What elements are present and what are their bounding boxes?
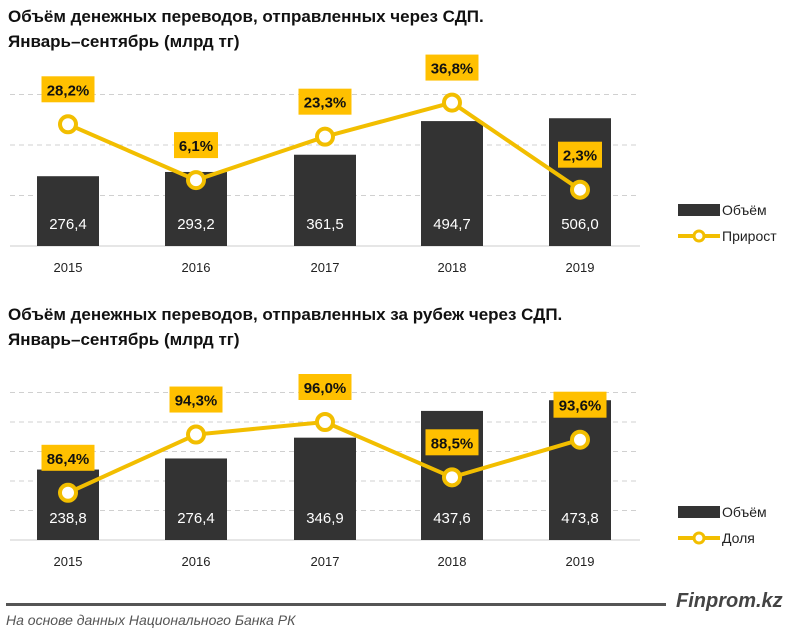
data-label: 36,8% xyxy=(431,61,474,78)
line-point-2015 xyxy=(58,482,78,503)
chart2-title: Объём денежных переводов, отправленных з… xyxy=(8,302,562,352)
line-point-2019 xyxy=(570,429,590,450)
data-label: 93,6% xyxy=(559,398,602,415)
legend-label: Доля xyxy=(722,530,755,546)
bar-2015 xyxy=(37,469,99,540)
x-tick-label: 2015 xyxy=(54,260,83,275)
legend-label: Объём xyxy=(722,504,767,520)
line-point-2019 xyxy=(570,179,590,200)
chart2-title-line1: Объём денежных переводов, отправленных з… xyxy=(8,305,563,324)
bar-label: 437,6 xyxy=(433,510,471,527)
line-point-2016 xyxy=(186,170,206,191)
chart1-title-line1: Объём денежных переводов, отправленных ч… xyxy=(8,7,484,26)
legend-marker xyxy=(692,531,706,545)
legend-marker xyxy=(692,229,706,243)
data-label: 6,1% xyxy=(179,138,213,155)
bar-label: 346,9 xyxy=(306,510,344,527)
data-label-box xyxy=(298,88,352,115)
brand-logo: Finprom.kz xyxy=(676,590,783,612)
line-point-2016 xyxy=(186,424,206,445)
bar-label: 473,8 xyxy=(561,510,599,527)
data-label: 88,5% xyxy=(431,435,474,452)
bar-label: 361,5 xyxy=(306,216,344,233)
legend-bar-swatch xyxy=(678,506,720,518)
legend-label: Прирост xyxy=(722,228,777,244)
line-point-2017 xyxy=(315,412,335,432)
data-label-box xyxy=(169,386,223,413)
data-label-box xyxy=(425,429,479,456)
x-tick-label: 2019 xyxy=(566,260,595,275)
x-tick-label: 2018 xyxy=(438,260,467,275)
legend-bar-swatch xyxy=(678,204,720,216)
data-label-box xyxy=(41,76,95,103)
line-point-2018 xyxy=(442,467,462,488)
data-label: 86,4% xyxy=(47,451,90,468)
data-label-box xyxy=(553,391,607,418)
bar-label: 276,4 xyxy=(49,216,87,233)
data-label: 23,3% xyxy=(304,95,347,112)
data-label-box xyxy=(425,54,479,81)
bar-2017 xyxy=(294,154,356,246)
line-point-2015 xyxy=(58,114,78,135)
data-label: 96,0% xyxy=(304,380,347,397)
x-tick-label: 2018 xyxy=(438,554,467,569)
data-label: 28,2% xyxy=(47,82,90,99)
bar-2019 xyxy=(549,400,611,540)
source-note: На основе данных Национального Банка РК xyxy=(6,612,296,628)
line-point-2018 xyxy=(442,92,462,113)
data-label: 94,3% xyxy=(175,393,218,410)
legend-label: Объём xyxy=(722,202,767,218)
x-tick-label: 2016 xyxy=(182,554,211,569)
chart2-title-line2: Январь–сентябрь (млрд тг) xyxy=(8,330,240,349)
x-tick-label: 2019 xyxy=(566,554,595,569)
bar-label: 276,4 xyxy=(177,510,215,527)
line-point-2017 xyxy=(315,126,335,147)
chart1-title-line2: Январь–сентябрь (млрд тг) xyxy=(8,32,240,51)
data-label-box xyxy=(558,141,602,168)
x-tick-label: 2017 xyxy=(311,554,340,569)
data-label-box xyxy=(174,132,218,159)
data-label: 2,3% xyxy=(563,148,597,165)
bar-label: 506,0 xyxy=(561,216,599,233)
bar-2018 xyxy=(421,121,483,246)
bar-label: 293,2 xyxy=(177,216,215,233)
bar-label: 494,7 xyxy=(433,216,471,233)
bar-2015 xyxy=(37,176,99,246)
x-tick-label: 2016 xyxy=(182,260,211,275)
x-tick-label: 2015 xyxy=(54,554,83,569)
data-label-box xyxy=(41,444,95,471)
chart1-title: Объём денежных переводов, отправленных ч… xyxy=(8,4,484,54)
footer-divider xyxy=(6,603,666,606)
bar-label: 238,8 xyxy=(49,510,87,527)
data-label-box xyxy=(298,374,352,400)
x-tick-label: 2017 xyxy=(311,260,340,275)
bar-2016 xyxy=(165,458,227,540)
bar-2017 xyxy=(294,437,356,540)
